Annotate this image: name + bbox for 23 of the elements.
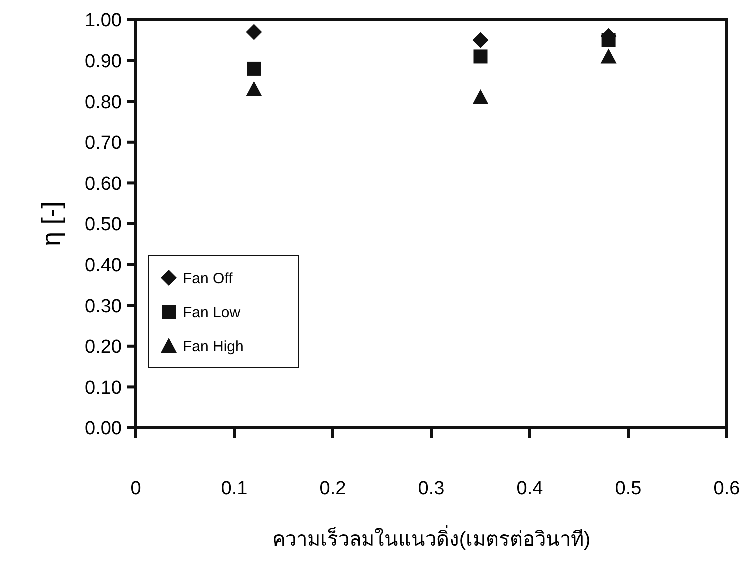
y-tick-label: 0.10 <box>85 378 122 399</box>
x-tick-label: 0.2 <box>320 478 346 500</box>
x-tick-label: 0.4 <box>516 478 544 500</box>
y-tick-label: 0.50 <box>85 214 122 236</box>
y-tick-label: 0.30 <box>85 296 122 318</box>
legend-label: Fan High <box>183 338 244 356</box>
legend-label: Fan Low <box>183 304 241 322</box>
y-tick-label: 0.20 <box>85 337 122 358</box>
y-tick-label: 0.70 <box>85 133 122 154</box>
x-tick-label: 0.1 <box>221 478 248 500</box>
y-tick-label: 0.90 <box>85 51 122 72</box>
x-tick-label: 0.5 <box>615 478 642 500</box>
y-tick-label: 0.40 <box>85 255 122 276</box>
x-tick-label: 0 <box>130 478 142 500</box>
legend-label: Fan Off <box>183 270 234 288</box>
y-tick-label: 0.60 <box>85 174 122 195</box>
y-tick-label: 0.00 <box>85 418 122 440</box>
y-tick-label: 0.80 <box>85 92 122 114</box>
y-tick-label: 1.00 <box>85 10 122 32</box>
x-tick-label: 0.6 <box>714 478 740 500</box>
x-axis-title: ความเร็วลมในแนวดิ่ง(เมตรต่อวินาที) <box>272 525 591 551</box>
y-axis-title: η [-] <box>36 202 66 246</box>
x-tick-label: 0.3 <box>418 478 445 500</box>
